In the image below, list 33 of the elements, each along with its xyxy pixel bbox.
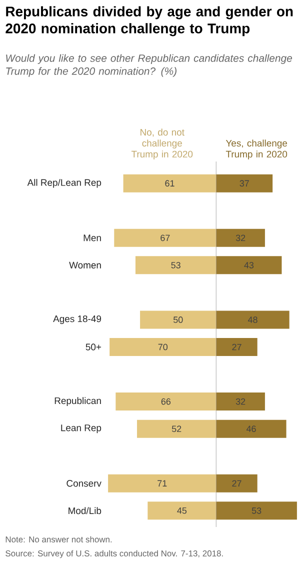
chart-title: Republicans divided by age and gender on 2020 nomination challenge to Trump [6, 6, 293, 36]
data-label: 43 [244, 262, 254, 268]
data-label: 53 [252, 507, 262, 514]
data-label: 53 [171, 262, 180, 268]
chart-subtitle: Would you like to see other Republican candidates challenge Trump for the 2020 nomination? (%) [6, 54, 292, 77]
y-tick-label: Mod/Lib [68, 507, 102, 514]
data-label: 27 [232, 344, 242, 350]
y-tick-label: Lean Rep [61, 424, 102, 434]
data-label: 66 [161, 398, 171, 405]
series-label: No, do not challenge Trump in 2020 [131, 128, 193, 160]
y-tick-label: 50+ [86, 344, 102, 350]
data-label: 61 [165, 180, 174, 187]
data-label: 52 [172, 426, 182, 432]
y-tick-label: Women [69, 262, 101, 268]
y-tick-label: Republican [54, 397, 101, 406]
data-label: 45 [177, 508, 187, 514]
data-label: 27 [232, 480, 242, 486]
y-tick-label: Men [84, 234, 101, 242]
series-label: Yes, challenge Trump in 2020 [226, 140, 288, 160]
y-tick-label: All Rep/Lean Rep [27, 178, 102, 188]
data-label: 48 [248, 316, 258, 323]
text: Note: No answer not shown. [6, 536, 112, 542]
y-tick-label: Ages 18-49 [53, 315, 102, 324]
source-note: Source: Survey of U.S. adults conducted Nov. 7-13, 2018. [6, 550, 223, 558]
data-label: 70 [158, 344, 168, 350]
data-label: 46 [246, 426, 256, 432]
data-label: 50 [173, 316, 183, 323]
data-label: 32 [236, 234, 246, 242]
data-label: 71 [158, 480, 167, 486]
data-label: 67 [160, 234, 170, 242]
y-tick-label: Conserv [66, 480, 102, 487]
data-label: 37 [240, 180, 249, 187]
data-label: 32 [236, 398, 246, 405]
